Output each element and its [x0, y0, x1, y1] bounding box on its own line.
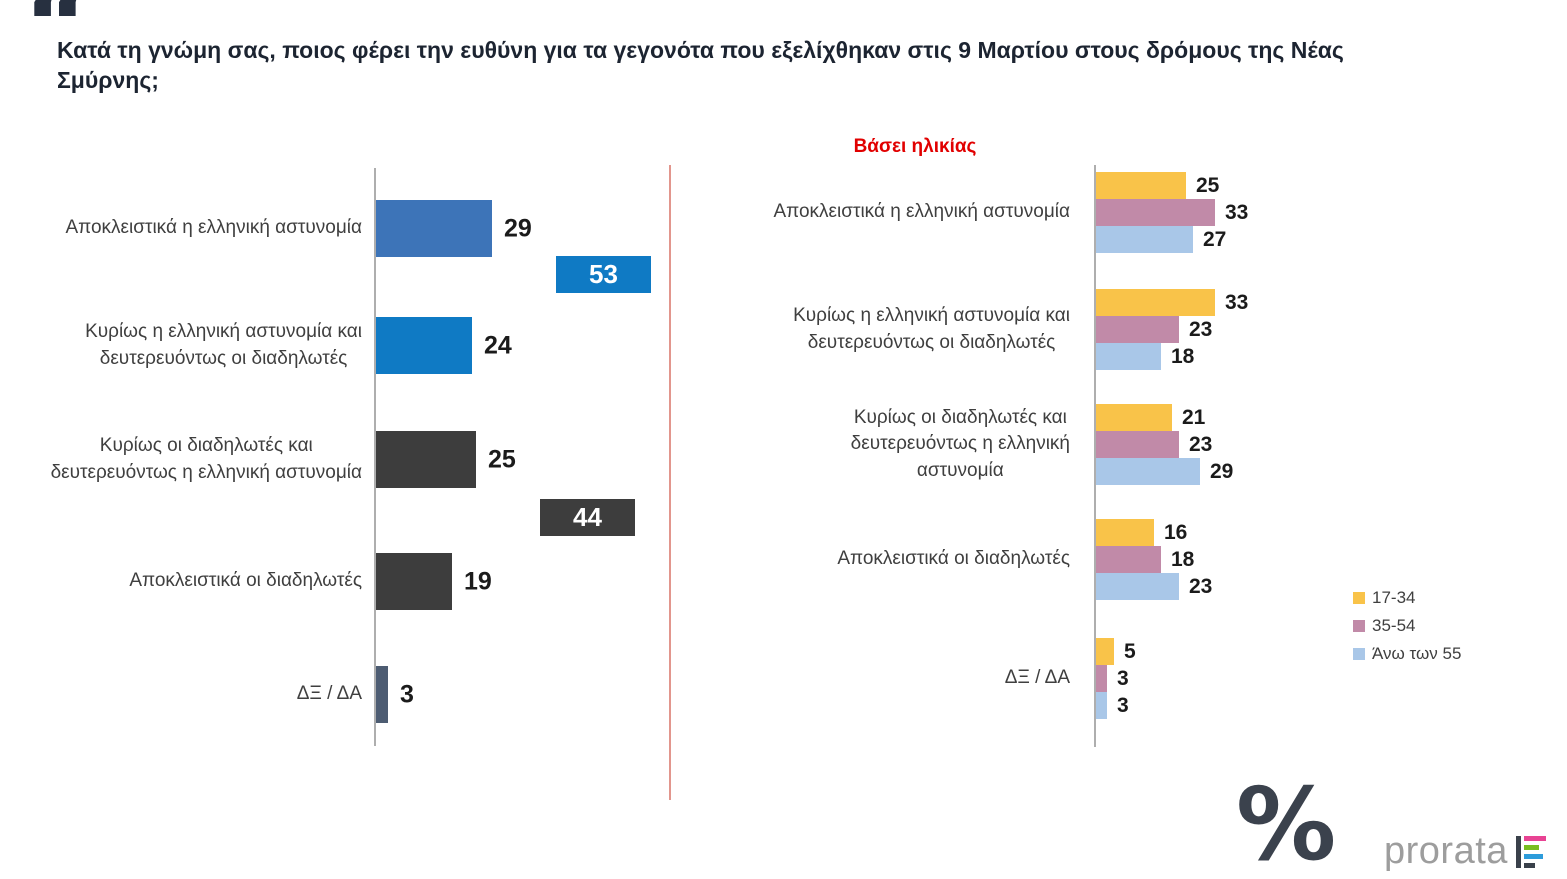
- bar-value-label: 5: [1124, 639, 1136, 663]
- legend-swatch: [1353, 620, 1365, 632]
- left-axis-line: [374, 168, 376, 746]
- bar-value-label: 25: [1196, 173, 1220, 197]
- bar: [1096, 692, 1107, 719]
- age-chart-labels: Αποκλειστικά η ελληνική αστυνομία Κυρίως …: [712, 165, 1078, 750]
- bar-value-label: 33: [1225, 200, 1249, 224]
- category-label-text: Αποκλειστικά η ελληνική αστυνομία: [773, 201, 1070, 223]
- logo-bar: [1523, 853, 1543, 859]
- bar: [1096, 458, 1200, 485]
- overall-chart-labels: Αποκλειστικά η ελληνική αστυνομία Κυρίως …: [0, 168, 375, 748]
- bar: [1096, 404, 1172, 431]
- bar-value-label: 3: [400, 680, 414, 708]
- bar-value-label: 3: [1117, 693, 1129, 717]
- prorata-logo-icon: [1515, 835, 1546, 868]
- category-label-text: Αποκλειστικά οι διαδηλωτές: [129, 570, 362, 592]
- legend-label: 35-54: [1372, 616, 1416, 635]
- legend-swatch: [1353, 648, 1365, 660]
- bar: [1096, 199, 1215, 226]
- category-label: Κυρίως οι διαδηλωτές και δευτερευόντως η…: [712, 397, 1078, 493]
- bar-value-label: 18: [1171, 547, 1195, 571]
- bar-value-label: 24: [484, 331, 512, 359]
- bar: [376, 666, 388, 723]
- prorata-logo: prorata: [1384, 830, 1546, 873]
- bar: [1096, 172, 1186, 199]
- combined-value-box: 44: [540, 499, 635, 536]
- legend-swatch: [1353, 592, 1365, 604]
- bar: [1096, 519, 1154, 546]
- prorata-logo-text: prorata: [1384, 830, 1508, 872]
- age-legend: 17-34 35-54 Άνω των 55: [1353, 584, 1461, 668]
- category-label-text: Κυρίως οι διαδηλωτές και δευτερευόντως η…: [50, 435, 362, 483]
- legend-item: 17-34: [1353, 584, 1461, 612]
- category-label: Αποκλειστικά η ελληνική αστυνομία: [0, 181, 375, 277]
- quote-icon: “: [24, 0, 90, 82]
- bar-value-label: 18: [1171, 344, 1195, 368]
- bar: [1096, 573, 1179, 600]
- category-label: ΔΞ / ΔΑ: [0, 647, 375, 743]
- bar: [1096, 343, 1161, 370]
- category-label-text: ΔΞ / ΔΑ: [296, 683, 362, 705]
- bar-value-label: 29: [1210, 459, 1234, 483]
- logo-bar: [1523, 844, 1539, 850]
- logo-bar: [1523, 862, 1535, 868]
- category-label: Αποκλειστικά η ελληνική αστυνομία: [712, 165, 1078, 261]
- bar-value-label: 3: [1117, 666, 1129, 690]
- divider-line: [669, 165, 671, 800]
- bar: [376, 553, 452, 610]
- category-label: Κυρίως η ελληνική αστυνομία και δευτερευ…: [712, 282, 1078, 378]
- bar-value-label: 21: [1182, 405, 1206, 429]
- category-label-text: ΔΞ / ΔΑ: [1004, 667, 1070, 689]
- legend-item: Άνω των 55: [1353, 640, 1461, 668]
- category-label: Αποκλειστικά οι διαδηλωτές: [0, 534, 375, 630]
- bar: [1096, 665, 1107, 692]
- category-label: Κυρίως οι διαδηλωτές και δευτερευόντως η…: [0, 412, 375, 508]
- bar-value-label: 27: [1203, 227, 1227, 251]
- overall-chart: 29 24 25 19 3 53 44: [374, 168, 672, 748]
- age-chart-title: Βάσει ηλικίας: [853, 136, 977, 157]
- category-label: ΔΞ / ΔΑ: [712, 631, 1078, 727]
- bar: [376, 317, 472, 374]
- bar-value-label: 33: [1225, 290, 1249, 314]
- bar-value-label: 19: [464, 567, 492, 595]
- bar: [376, 431, 476, 488]
- bar-value-label: 23: [1189, 432, 1213, 456]
- bar-value-label: 23: [1189, 574, 1213, 598]
- bar: [1096, 289, 1215, 316]
- bar: [1096, 316, 1179, 343]
- combined-value-box: 53: [556, 256, 651, 293]
- bar-value-label: 25: [488, 445, 516, 473]
- bar: [1096, 638, 1114, 665]
- bar-value-label: 23: [1189, 317, 1213, 341]
- category-label-text: Κυρίως οι διαδηλωτές και δευτερευόντως η…: [850, 407, 1070, 481]
- bar: [1096, 226, 1193, 253]
- bar: [376, 200, 492, 257]
- logo-spine-bar: [1515, 835, 1521, 868]
- percent-glyph: %: [1236, 766, 1337, 879]
- category-label: Κυρίως η ελληνική αστυνομία και δευτερευ…: [0, 298, 375, 394]
- legend-label: 17-34: [1372, 588, 1416, 607]
- category-label-text: Κυρίως η ελληνική αστυνομία και δευτερευ…: [85, 321, 362, 369]
- right-axis-line: [1094, 165, 1096, 747]
- category-label-text: Αποκλειστικά οι διαδηλωτές: [837, 548, 1070, 570]
- bar: [1096, 431, 1179, 458]
- bar: [1096, 546, 1161, 573]
- legend-item: 35-54: [1353, 612, 1461, 640]
- bar-value-label: 16: [1164, 520, 1188, 544]
- logo-bar: [1523, 835, 1546, 841]
- logo-color-bars: [1523, 835, 1546, 868]
- category-label: Αποκλειστικά οι διαδηλωτές: [712, 512, 1078, 608]
- category-label-text: Κυρίως η ελληνική αστυνομία και δευτερευ…: [793, 305, 1070, 353]
- question-title: Κατά τη γνώμη σας, ποιος φέρει την ευθύν…: [57, 37, 1344, 93]
- legend-label: Άνω των 55: [1372, 644, 1462, 663]
- bar-value-label: 29: [504, 214, 532, 242]
- category-label-text: Αποκλειστικά η ελληνική αστυνομία: [65, 217, 362, 239]
- age-chart: 25 33 27 33 23 18 21 23 29 16 18 23 5 3 3: [1094, 165, 1426, 750]
